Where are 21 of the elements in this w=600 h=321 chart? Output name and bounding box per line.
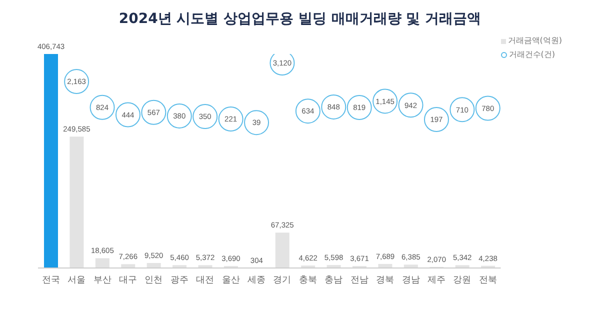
x-tick-label: 울산 bbox=[222, 275, 240, 286]
x-tick-label: 충남 bbox=[324, 275, 343, 286]
x-tick-label: 전남 bbox=[350, 275, 368, 286]
x-tick-label: 충북 bbox=[298, 275, 317, 286]
x-tick-label: 부산 bbox=[93, 275, 112, 286]
x-tick-label: 경남 bbox=[402, 275, 420, 286]
x-tick-label: 경기 bbox=[273, 275, 292, 286]
x-tick-label: 세종 bbox=[248, 275, 266, 286]
x-tick-label: 경북 bbox=[376, 275, 394, 286]
x-tick-label: 광주 bbox=[170, 275, 188, 286]
chart-title: 2024년 시도별 상업업무용 빌딩 매매거래량 및 거래금액 bbox=[118, 10, 482, 29]
x-tick-label: 전국 bbox=[42, 275, 60, 286]
x-tick-label: 제주 bbox=[427, 275, 446, 286]
x-tick-label: 전북 bbox=[478, 275, 497, 286]
x-tick-label: 대구 bbox=[118, 275, 137, 286]
x-tick-label: 대전 bbox=[196, 275, 214, 286]
x-tick-label: 강원 bbox=[453, 275, 472, 286]
legend-label: 거래금액(억원) bbox=[508, 35, 562, 47]
legend-label: 거래건수(건) bbox=[508, 49, 555, 61]
x-tick-label: 서울 bbox=[68, 275, 86, 286]
x-tick-label: 인천 bbox=[144, 275, 163, 286]
